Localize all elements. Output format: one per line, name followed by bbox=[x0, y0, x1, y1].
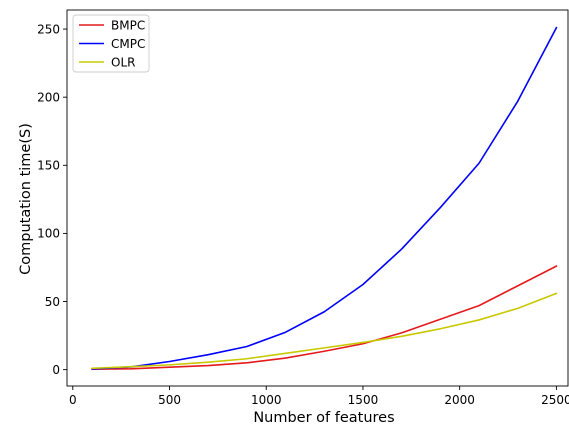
legend-label-cmpc: CMPC bbox=[111, 37, 145, 51]
series-line-olr bbox=[91, 292, 558, 370]
legend-box bbox=[72, 14, 150, 73]
x-tick-label: 1500 bbox=[348, 393, 379, 407]
legend: BMPC CMPC OLR bbox=[72, 14, 150, 73]
y-tick-label: 250 bbox=[37, 22, 60, 36]
y-tick-label: 200 bbox=[37, 90, 60, 104]
legend-label-bmpc: BMPC bbox=[111, 18, 145, 32]
x-axis-title: Number of features bbox=[253, 410, 394, 426]
y-tick-label: 100 bbox=[37, 227, 60, 241]
y-tick-label: 150 bbox=[37, 159, 60, 173]
x-tick-label: 0 bbox=[69, 393, 77, 407]
axes-frame bbox=[66, 9, 569, 387]
legend-label-olr: OLR bbox=[111, 55, 135, 69]
y-axis-title: Computation time(S) bbox=[18, 123, 34, 275]
x-tick-label: 500 bbox=[158, 393, 181, 407]
axes: 0 500 1000 1500 2000 2500 0 50 100 150 200 250 bbox=[37, 9, 569, 407]
series-line-cmpc bbox=[91, 26, 558, 370]
series-line-bmpc bbox=[91, 265, 558, 371]
y-tick-label: 50 bbox=[45, 295, 60, 309]
x-tick-label: 2500 bbox=[541, 393, 569, 407]
x-tick-label: 1000 bbox=[251, 393, 282, 407]
plot-area bbox=[91, 26, 558, 371]
x-tick-label: 2000 bbox=[444, 393, 475, 407]
y-tick-label: 0 bbox=[52, 363, 60, 377]
